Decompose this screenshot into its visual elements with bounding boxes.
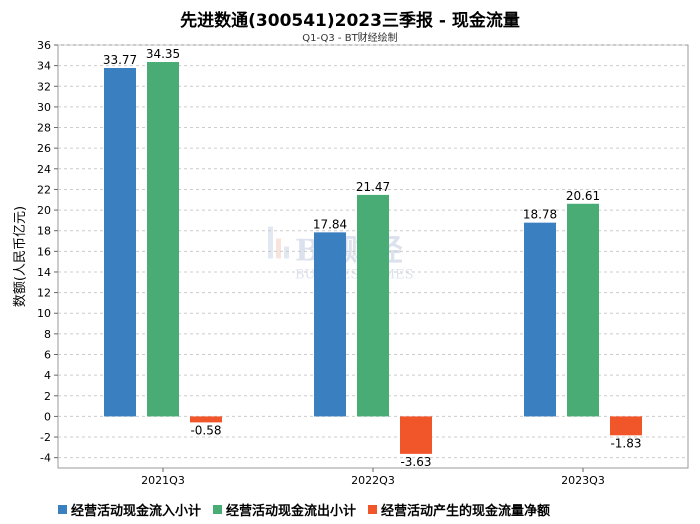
bar (610, 416, 642, 436)
y-tick-label: 10 (37, 307, 51, 320)
bar (104, 68, 136, 417)
y-tick-label: 32 (37, 80, 51, 93)
bar (357, 194, 389, 417)
legend-item: 经营活动产生的现金流量净额 (368, 500, 550, 519)
bar (314, 232, 346, 417)
y-tick-label: 28 (37, 122, 51, 135)
bar-value-label: 18.78 (523, 208, 557, 222)
bar-value-label: 34.35 (146, 47, 180, 61)
y-tick-label: 22 (37, 183, 51, 196)
legend-swatch (213, 505, 223, 514)
bar-value-label: 33.77 (103, 53, 137, 67)
bar-value-label: -1.83 (610, 436, 641, 450)
watermark-subtitle: BUSINESSTIMES (295, 268, 414, 283)
legend-swatch (58, 505, 67, 514)
y-tick-label: -4 (40, 452, 51, 465)
watermark-logo-icon (268, 226, 289, 259)
y-tick-label: 34 (37, 60, 51, 73)
bar-value-label: -0.58 (190, 423, 221, 437)
bar-value-label: 21.47 (356, 180, 390, 194)
bar (400, 416, 432, 454)
y-tick-label: 14 (37, 266, 51, 279)
y-tick-label: 8 (44, 328, 51, 341)
chart-title: 先进数通(300541)2023三季报 - 现金流量 (180, 11, 520, 31)
y-tick-label: 6 (44, 349, 51, 362)
bar-value-label: 20.61 (566, 189, 600, 203)
legend-item: 经营活动现金流入小计 (58, 500, 201, 519)
chart-legend: 经营活动现金流入小计 经营活动现金流出小计 经营活动产生的现金流量净额 (58, 500, 562, 519)
bar (147, 62, 179, 417)
bar (190, 416, 222, 423)
y-tick-label: 18 (37, 225, 51, 238)
bar (567, 203, 599, 417)
y-tick-label: 2 (44, 390, 51, 403)
y-axis-label: 数额(人民币亿元) (13, 206, 28, 307)
bar-value-label: 17.84 (313, 217, 347, 231)
legend-label: 经营活动现金流出小计 (226, 504, 357, 519)
legend-swatch (368, 505, 378, 514)
x-tick-label: 2022Q3 (351, 474, 395, 487)
y-tick-label: 26 (37, 142, 51, 155)
bar (524, 222, 556, 417)
legend-label: 经营活动产生的现金流量净额 (381, 504, 551, 519)
y-tick-label: 16 (37, 245, 51, 258)
y-tick-label: 30 (37, 101, 51, 114)
x-tick-label: 2021Q3 (141, 474, 185, 487)
legend-label: 经营活动现金流入小计 (71, 504, 202, 519)
y-tick-label: 12 (37, 287, 51, 300)
legend-item: 经营活动现金流出小计 (213, 500, 356, 519)
y-tick-label: 20 (37, 204, 51, 217)
bar-value-label: -3.63 (400, 455, 431, 469)
y-tick-label: 0 (44, 410, 51, 423)
chart-subtitle: Q1-Q3 - BT财经绘制 (302, 33, 398, 44)
y-tick-label: 36 (37, 39, 51, 52)
y-tick-label: 24 (37, 163, 51, 176)
x-tick-label: 2023Q3 (561, 474, 605, 487)
y-tick-label: 4 (44, 369, 51, 382)
y-tick-label: -2 (40, 431, 51, 444)
